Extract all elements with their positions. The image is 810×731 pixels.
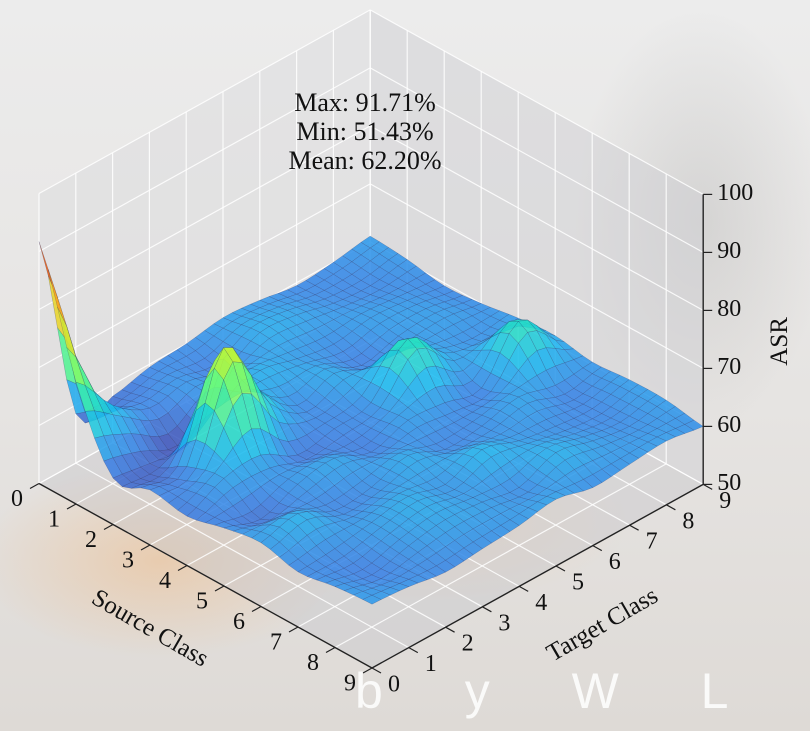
source-tick-label: 6 <box>233 609 245 635</box>
source-tick-label: 8 <box>307 650 319 676</box>
target-tick-label: 4 <box>535 590 547 616</box>
source-axis-line <box>38 482 373 669</box>
surface-patch <box>362 594 382 605</box>
asr-tick-label: 100 <box>717 180 753 206</box>
grid-line <box>38 125 371 311</box>
target-tick <box>518 585 529 592</box>
target-tick <box>592 545 603 552</box>
asr-tick-label: 80 <box>717 296 741 322</box>
target-tick <box>371 667 382 674</box>
surface-patch <box>463 541 483 556</box>
target-tick-label: 9 <box>719 488 731 514</box>
stat-mean: Mean: 62.20% <box>288 146 442 175</box>
surface-patch <box>656 432 677 442</box>
asr-axis-label: ASR <box>766 317 793 366</box>
target-tick-label: 5 <box>572 570 584 596</box>
target-tick <box>666 504 676 511</box>
surface-patch <box>573 479 594 492</box>
source-tick-label: 3 <box>122 548 134 574</box>
source-axis-label: Source Class <box>87 584 213 672</box>
target-tick <box>629 524 639 531</box>
watermark: b y W L O P <box>355 663 810 719</box>
asr-tick-label: 90 <box>717 238 741 264</box>
target-tick <box>702 483 713 490</box>
grid-line <box>38 67 371 253</box>
surface-patch <box>601 463 621 477</box>
surface-patch <box>564 483 585 494</box>
source-tick <box>325 646 336 654</box>
source-tick-label: 7 <box>270 630 282 656</box>
source-tick-label: 4 <box>159 568 171 594</box>
surface-patch <box>583 474 603 488</box>
source-tick <box>66 503 77 510</box>
source-tick <box>288 626 299 633</box>
target-tick <box>555 565 566 572</box>
grid-line <box>75 462 410 649</box>
surface-patch <box>380 587 401 596</box>
target-tick-label: 7 <box>646 529 658 555</box>
asr-tick-label: 60 <box>717 412 741 438</box>
target-tick <box>482 606 492 613</box>
back-right-pane <box>370 9 704 485</box>
source-tick <box>140 544 151 551</box>
target-axis-line <box>371 483 704 669</box>
stats-annotation: Max: 91.71% Min: 51.43% Mean: 62.20% <box>270 88 460 175</box>
grid-line <box>369 67 704 253</box>
surface-patch <box>629 447 649 459</box>
surface-patch <box>509 513 529 526</box>
surface-patch <box>592 468 612 483</box>
grid-line <box>334 463 667 649</box>
surface-patch <box>500 519 520 532</box>
target-tick-label: 1 <box>425 651 437 677</box>
target-tick-label: 2 <box>462 631 474 657</box>
surface-patch <box>398 579 419 587</box>
source-tick <box>362 667 373 674</box>
surface-patch <box>546 491 566 500</box>
grid-line <box>38 9 371 195</box>
source-tick <box>29 482 40 490</box>
asr-tick-label: 70 <box>717 354 741 380</box>
asr-tick-label: 50 <box>717 470 741 496</box>
source-tick-label: 1 <box>48 507 60 533</box>
surface-patch <box>674 424 695 434</box>
source-tick <box>177 564 188 572</box>
grid-line <box>369 183 704 369</box>
target-tick-label: 8 <box>682 508 694 534</box>
target-tick-label: 6 <box>609 549 621 575</box>
surface-patch <box>619 452 640 465</box>
grid-line <box>369 125 704 311</box>
source-tick-label: 5 <box>196 589 208 615</box>
grid-line <box>369 9 704 195</box>
source-tick <box>214 585 225 592</box>
source-tick <box>251 605 262 613</box>
stat-max: Max: 91.71% <box>294 88 436 117</box>
grid-line <box>38 183 371 369</box>
source-tick-label: 2 <box>85 527 97 553</box>
back-left-pane <box>39 9 371 484</box>
source-tick-label: 0 <box>11 486 23 512</box>
target-axis-label: Target Class <box>542 582 662 667</box>
target-tick-label: 3 <box>498 610 510 636</box>
stat-min: Min: 51.43% <box>296 117 434 146</box>
source-tick-label: 9 <box>344 671 356 697</box>
source-tick <box>103 523 114 531</box>
surface-patch <box>426 565 447 577</box>
target-tick <box>408 647 419 654</box>
target-tick-label: 0 <box>388 672 400 698</box>
surface-patch <box>610 458 631 471</box>
target-tick <box>445 626 455 633</box>
